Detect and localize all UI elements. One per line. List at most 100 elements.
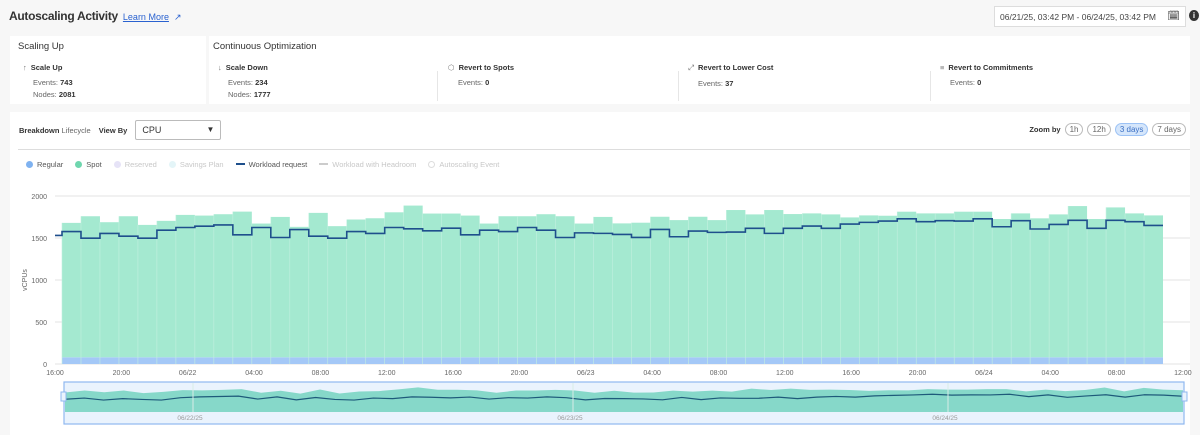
bar-regular xyxy=(555,357,575,364)
breakdown-control[interactable]: Breakdown Lifecycle xyxy=(19,126,91,135)
bar-regular xyxy=(270,357,290,364)
view-by-label: View By xyxy=(98,125,128,135)
chart-controls: Breakdown Lifecycle View By CPU ▼ xyxy=(19,120,222,140)
bar-regular xyxy=(251,357,271,364)
divider xyxy=(930,71,931,101)
calendar-icon[interactable]: 🗓 xyxy=(1167,11,1180,22)
bar-spot xyxy=(213,214,233,358)
card-title: Scaling Up xyxy=(18,41,64,52)
x-tick-label: 20:00 xyxy=(511,370,529,377)
bar-spot xyxy=(992,219,1012,358)
metric-scale-down: ↓ Scale Down Events: 234 Nodes: 1777 xyxy=(218,63,271,99)
bar-regular xyxy=(992,357,1012,364)
bar-spot xyxy=(1144,215,1163,358)
bar-regular xyxy=(441,357,461,364)
bar-regular xyxy=(593,357,613,364)
bar-regular xyxy=(460,357,480,364)
events-label: Events: xyxy=(458,78,484,87)
bar-regular xyxy=(517,357,537,364)
events-value: 0 xyxy=(485,78,490,87)
bar-regular xyxy=(403,357,423,364)
bar-spot xyxy=(764,210,784,358)
bar-spot xyxy=(726,210,746,358)
zoom-by-label: Zoom by xyxy=(1029,125,1061,134)
x-tick-label: 12:00 xyxy=(378,370,396,377)
bar-regular xyxy=(1068,357,1088,364)
bar-regular xyxy=(1011,357,1031,364)
bar-regular xyxy=(726,357,746,364)
scaling-up-card: Scaling Up ↑ Scale Up Events: 743 Nodes: … xyxy=(10,36,206,104)
page-title: Autoscaling Activity xyxy=(9,9,118,23)
chart-legend: Regular Spot Reserved Savings Plan Workl… xyxy=(26,160,499,169)
card-title: Continuous Optimization xyxy=(213,41,317,52)
legend-label: Savings Plan xyxy=(179,160,224,169)
bar-spot xyxy=(403,205,423,358)
bar-spot xyxy=(1011,213,1031,358)
legend-savings-plan[interactable]: Savings Plan xyxy=(168,160,224,169)
bar-spot xyxy=(669,220,689,358)
zoom-12h-button[interactable]: 12h xyxy=(1087,123,1111,136)
divider xyxy=(437,71,438,101)
legend-workload-headroom[interactable]: Workload with Headroom xyxy=(319,160,416,169)
navigator[interactable]: 06/22/25 06/23/25 06/24/25 xyxy=(60,381,1188,425)
zoom-1h-button[interactable]: 1h xyxy=(1064,123,1084,136)
bar-regular xyxy=(80,357,100,364)
bar-spot xyxy=(346,219,366,358)
breakdown-value[interactable]: Lifecycle xyxy=(61,125,91,135)
legend-autoscaling-event[interactable]: Autoscaling Event xyxy=(428,160,499,169)
info-icon[interactable]: i xyxy=(1189,10,1199,21)
navigator-date-label: 06/23/25 xyxy=(557,415,583,422)
navigator-area xyxy=(65,387,1183,412)
bar-spot xyxy=(422,213,442,358)
bar-regular xyxy=(194,357,214,364)
bar-spot xyxy=(802,213,822,358)
bar-regular xyxy=(1049,357,1069,364)
x-tick-label: 04:00 xyxy=(643,370,661,377)
x-tick-label: 16:00 xyxy=(444,370,462,377)
bar-regular xyxy=(954,357,974,364)
bar-spot xyxy=(384,212,404,358)
legend-label: Workload request xyxy=(248,160,308,169)
navigator-right-handle[interactable] xyxy=(1181,391,1188,402)
bar-regular xyxy=(859,357,879,364)
bar-spot xyxy=(479,223,499,358)
bar-regular xyxy=(346,357,366,364)
legend-workload-request[interactable]: Workload request xyxy=(235,160,308,169)
bar-spot xyxy=(555,216,575,358)
legend-regular[interactable]: Regular xyxy=(26,160,63,169)
legend-spot[interactable]: Spot xyxy=(75,160,102,169)
view-by-select[interactable]: CPU ▼ xyxy=(135,120,222,140)
events-value: 0 xyxy=(977,78,982,87)
legend-label: Workload with Headroom xyxy=(332,160,417,169)
workload-request-line xyxy=(55,217,1163,239)
x-tick-label: 16:00 xyxy=(46,370,64,377)
bar-regular xyxy=(327,357,347,364)
resize-icon: ⤢ xyxy=(688,63,694,72)
bar-regular xyxy=(99,357,119,364)
bar-spot xyxy=(859,215,879,358)
nodes-value: 2081 xyxy=(58,90,76,99)
x-tick-label: 20:00 xyxy=(113,370,131,377)
x-tick-label: 12:00 xyxy=(776,370,794,377)
bar-spot xyxy=(840,217,860,358)
bar-spot xyxy=(118,216,138,358)
zoom-7days-button[interactable]: 7 days xyxy=(1152,123,1186,136)
nodes-value: 1777 xyxy=(253,90,271,99)
legend-reserved[interactable]: Reserved xyxy=(113,160,157,169)
learn-more-link[interactable]: Learn More xyxy=(122,12,169,22)
continuous-optimization-card: Continuous Optimization ↓ Scale Down Even… xyxy=(209,36,1190,104)
external-link-icon[interactable]: ↗ xyxy=(173,12,182,22)
zoom-controls: Zoom by 1h 12h 3 days 7 days xyxy=(1029,123,1186,136)
navigator-left-handle[interactable] xyxy=(60,391,67,402)
zoom-3days-button[interactable]: 3 days xyxy=(1114,123,1149,136)
date-range-picker[interactable]: 06/21/25, 03:42 PM - 06/24/25, 03:42 PM … xyxy=(994,6,1186,27)
legend-dash-icon xyxy=(319,163,329,165)
bar-regular xyxy=(688,357,708,364)
bar-spot xyxy=(270,216,290,358)
arrow-up-icon: ↑ xyxy=(23,63,27,72)
bar-spot xyxy=(251,223,271,358)
legend-dot-icon xyxy=(75,161,83,168)
bar-regular xyxy=(118,357,138,364)
bar-regular xyxy=(498,357,518,364)
